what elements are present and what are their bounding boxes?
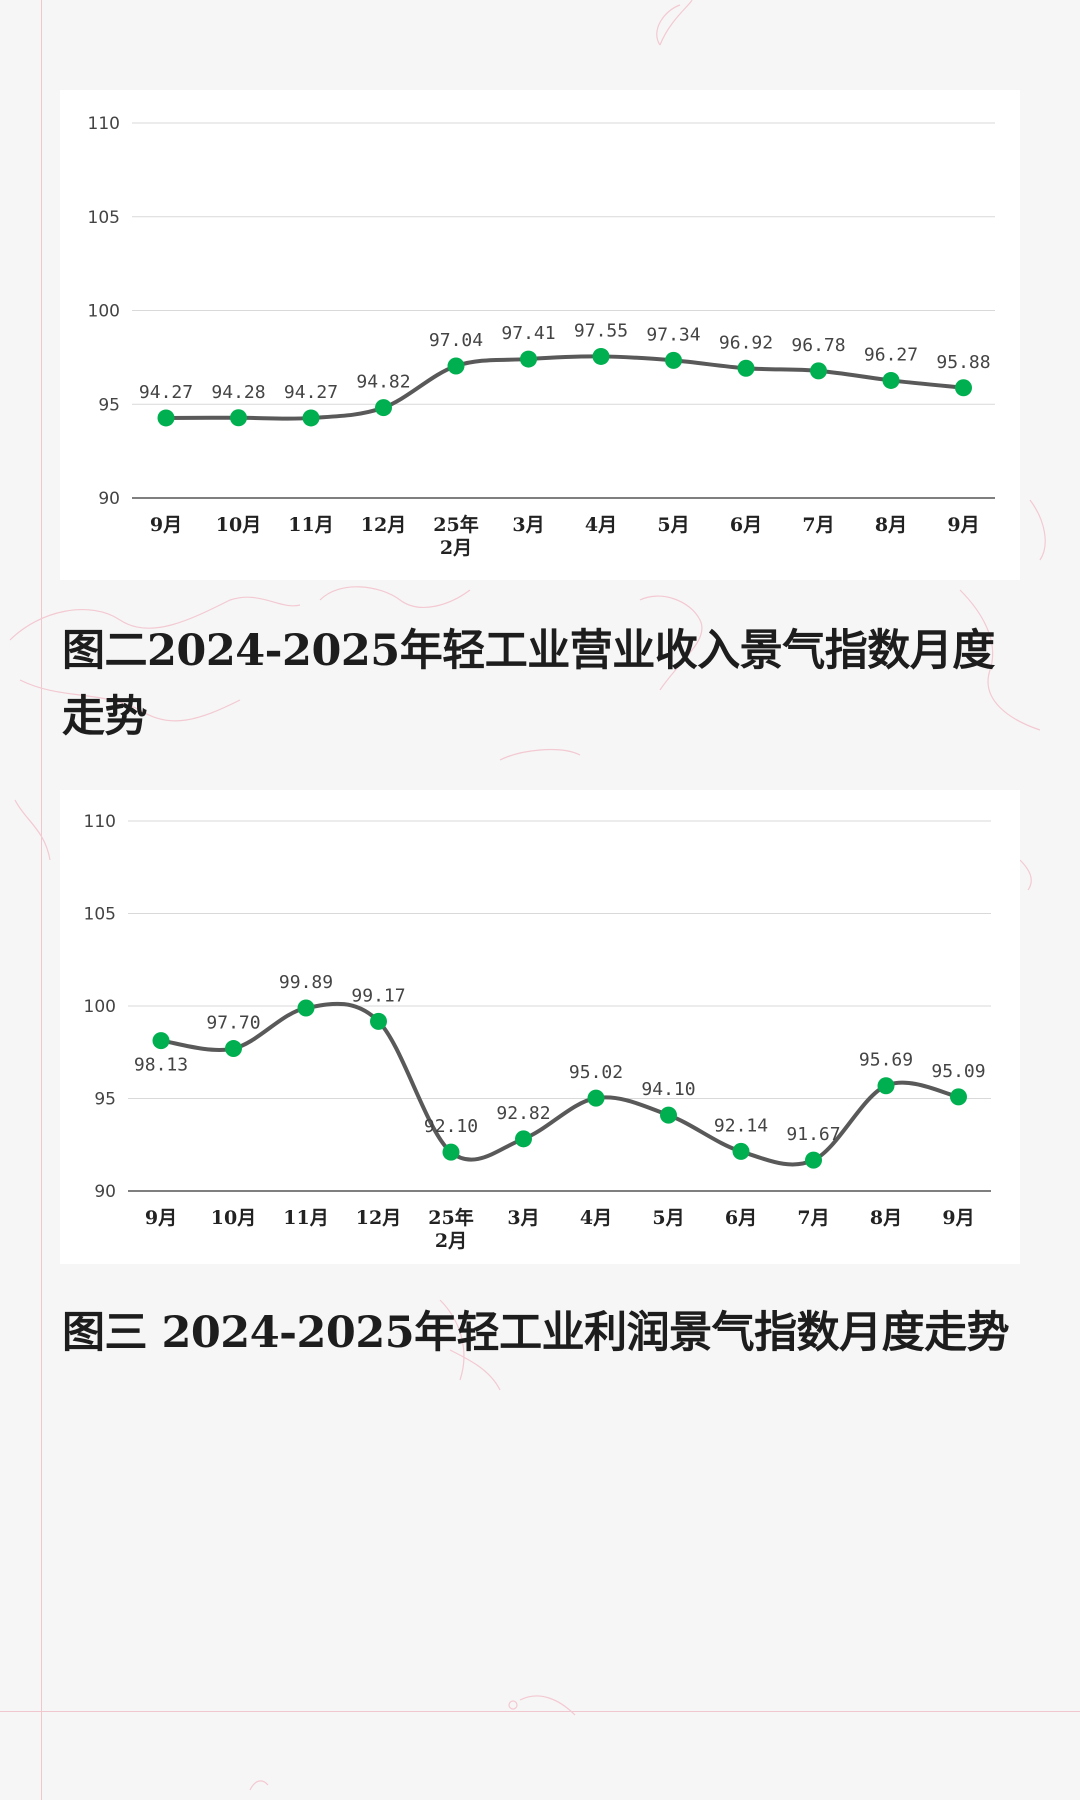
data-point bbox=[520, 350, 537, 368]
data-point bbox=[225, 1040, 242, 1058]
data-label: 97.70 bbox=[206, 1013, 260, 1034]
data-point bbox=[302, 409, 320, 427]
data-label: 94.27 bbox=[284, 382, 338, 403]
data-label: 95.69 bbox=[859, 1050, 913, 1071]
data-point bbox=[592, 347, 610, 365]
x-tick-label: 6月 bbox=[730, 514, 762, 536]
data-label: 97.55 bbox=[574, 320, 628, 341]
data-label: 91.67 bbox=[786, 1124, 840, 1145]
chart-panel-profit: 90 95 100 105 110 98.13 97.70 99.89 99.17 92.10 92… bbox=[60, 790, 1020, 1264]
data-point bbox=[442, 1143, 460, 1161]
data-point bbox=[152, 1032, 170, 1050]
y-tick-label: 90 bbox=[98, 489, 120, 509]
data-point bbox=[660, 1106, 677, 1124]
y-tick-label: 90 bbox=[94, 1182, 116, 1202]
x-tick-label: 12月 bbox=[361, 514, 406, 536]
data-label: 96.78 bbox=[791, 335, 845, 356]
data-point bbox=[230, 409, 247, 427]
data-label: 98.13 bbox=[134, 1055, 188, 1076]
data-point bbox=[447, 357, 465, 375]
data-label: 99.17 bbox=[351, 985, 405, 1006]
caption-revenue-chart: 图二2024-2025年轻工业营业收入景气指数月度走势 bbox=[62, 626, 995, 742]
data-point bbox=[877, 1077, 895, 1095]
x-tick-label: 3月 bbox=[507, 1207, 539, 1229]
data-label: 95.88 bbox=[936, 352, 990, 373]
line-chart-profit-index: 90 95 100 105 110 98.13 97.70 99.89 99.17 92.10 92… bbox=[84, 812, 991, 1252]
x-tick-label: 10月 bbox=[211, 1207, 256, 1229]
data-label: 97.04 bbox=[429, 330, 483, 351]
data-label: 96.27 bbox=[864, 344, 918, 365]
x-tick-label: 5月 bbox=[657, 514, 689, 536]
data-point bbox=[515, 1130, 532, 1148]
x-tick-label: 5月 bbox=[652, 1207, 684, 1229]
x-tick-label: 10月 bbox=[216, 514, 261, 536]
x-tick-label: 3月 bbox=[512, 514, 544, 536]
chart-panel-revenue: 90 95 100 105 110 94.27 94.28 94.27 94.82 97.04 97… bbox=[60, 90, 1020, 580]
data-point bbox=[157, 409, 175, 427]
data-label: 92.10 bbox=[424, 1116, 478, 1137]
margin-guide-vertical bbox=[41, 0, 42, 1800]
x-tick-label: 4月 bbox=[580, 1207, 612, 1229]
caption-profit-chart: 图三 2024-2025年轻工业利润景气指数月度走势 bbox=[62, 1308, 1010, 1358]
data-point bbox=[737, 359, 755, 377]
data-label: 94.28 bbox=[211, 382, 265, 403]
x-tick-label: 9月 bbox=[145, 1207, 177, 1229]
x-tick-label: 11月 bbox=[283, 1207, 328, 1229]
data-point bbox=[665, 351, 682, 369]
x-tick-label: 4月 bbox=[585, 514, 617, 536]
y-tick-label: 110 bbox=[84, 812, 116, 832]
data-label: 92.14 bbox=[714, 1115, 768, 1136]
data-point bbox=[810, 362, 827, 380]
data-label: 94.27 bbox=[139, 382, 193, 403]
data-point bbox=[587, 1089, 605, 1107]
data-label: 92.82 bbox=[496, 1103, 550, 1124]
data-label: 95.09 bbox=[931, 1061, 985, 1082]
data-point bbox=[732, 1142, 750, 1160]
x-tick-label: 6月 bbox=[725, 1207, 757, 1229]
y-tick-label: 100 bbox=[84, 997, 116, 1017]
y-tick-label: 100 bbox=[88, 302, 120, 322]
y-tick-label: 95 bbox=[94, 1090, 116, 1110]
x-tick-label: 11月 bbox=[288, 514, 333, 536]
data-label: 94.82 bbox=[356, 372, 410, 393]
data-label: 94.10 bbox=[641, 1079, 695, 1100]
line-chart-revenue-index: 90 95 100 105 110 94.27 94.28 94.27 94.82 97.04 97… bbox=[88, 114, 995, 559]
x-tick-label: 9月 bbox=[150, 514, 182, 536]
data-point bbox=[375, 399, 392, 417]
data-label: 97.41 bbox=[501, 323, 555, 344]
x-tick-label: 8月 bbox=[875, 514, 907, 536]
data-label: 96.92 bbox=[719, 332, 773, 353]
y-tick-label: 110 bbox=[88, 114, 120, 134]
data-label: 99.89 bbox=[279, 972, 333, 993]
x-tick-label: 25年 2月 bbox=[428, 1206, 473, 1252]
x-tick-label: 7月 bbox=[797, 1207, 829, 1229]
x-tick-label: 9月 bbox=[947, 514, 979, 536]
x-tick-label: 9月 bbox=[942, 1207, 974, 1229]
data-point bbox=[950, 1088, 967, 1106]
y-tick-label: 105 bbox=[88, 208, 120, 228]
data-label: 97.34 bbox=[646, 324, 700, 345]
data-point bbox=[882, 371, 900, 389]
x-tick-label: 25年 2月 bbox=[433, 513, 478, 559]
x-tick-label: 12月 bbox=[356, 1207, 401, 1229]
data-point bbox=[297, 999, 315, 1017]
data-point bbox=[805, 1151, 822, 1169]
x-tick-label: 7月 bbox=[802, 514, 834, 536]
x-tick-label: 8月 bbox=[870, 1207, 902, 1229]
y-tick-label: 95 bbox=[98, 395, 120, 415]
data-point bbox=[370, 1012, 387, 1030]
margin-guide-horizontal bbox=[0, 1711, 1080, 1712]
data-label: 95.02 bbox=[569, 1062, 623, 1083]
y-tick-label: 105 bbox=[84, 905, 116, 925]
data-point bbox=[955, 379, 972, 397]
